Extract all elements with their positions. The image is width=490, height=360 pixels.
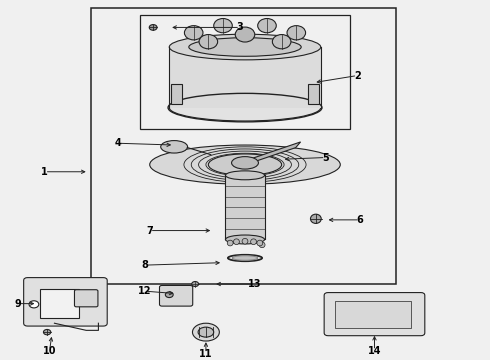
Ellipse shape xyxy=(169,94,321,121)
Ellipse shape xyxy=(208,154,282,175)
Text: 12: 12 xyxy=(138,286,151,296)
Ellipse shape xyxy=(192,282,198,287)
Ellipse shape xyxy=(169,34,321,60)
Bar xyxy=(308,85,319,104)
Ellipse shape xyxy=(232,157,258,169)
Text: 1: 1 xyxy=(41,167,48,177)
Ellipse shape xyxy=(257,240,263,246)
Ellipse shape xyxy=(184,26,203,40)
Ellipse shape xyxy=(225,235,265,244)
Text: 6: 6 xyxy=(356,215,363,225)
Bar xyxy=(40,289,79,318)
Text: 10: 10 xyxy=(43,346,56,356)
Ellipse shape xyxy=(272,35,291,49)
Text: 8: 8 xyxy=(142,260,148,270)
Ellipse shape xyxy=(193,323,220,341)
Circle shape xyxy=(29,301,39,308)
Text: 13: 13 xyxy=(248,279,262,289)
Text: 9: 9 xyxy=(14,299,21,309)
Text: 14: 14 xyxy=(368,346,381,356)
FancyBboxPatch shape xyxy=(324,293,425,336)
Bar xyxy=(335,301,411,328)
Ellipse shape xyxy=(259,242,265,248)
Ellipse shape xyxy=(242,238,248,244)
Ellipse shape xyxy=(198,327,214,337)
Ellipse shape xyxy=(44,329,51,335)
FancyBboxPatch shape xyxy=(24,278,107,326)
Text: 11: 11 xyxy=(199,348,213,359)
Text: 5: 5 xyxy=(322,153,329,162)
Ellipse shape xyxy=(149,24,157,30)
Polygon shape xyxy=(243,142,300,166)
Text: 4: 4 xyxy=(115,138,122,148)
FancyBboxPatch shape xyxy=(74,290,98,307)
Ellipse shape xyxy=(189,38,301,56)
Bar xyxy=(91,8,396,284)
Ellipse shape xyxy=(250,239,256,244)
Ellipse shape xyxy=(287,26,306,40)
Ellipse shape xyxy=(199,35,218,49)
Ellipse shape xyxy=(235,27,255,42)
Ellipse shape xyxy=(311,214,321,224)
Bar xyxy=(140,15,350,129)
Text: 7: 7 xyxy=(147,226,153,235)
Text: 2: 2 xyxy=(354,71,361,81)
Bar xyxy=(171,85,182,104)
Text: 3: 3 xyxy=(237,22,244,32)
Ellipse shape xyxy=(234,239,240,244)
Ellipse shape xyxy=(225,171,265,180)
Ellipse shape xyxy=(227,240,233,246)
Ellipse shape xyxy=(214,18,232,33)
Ellipse shape xyxy=(161,140,188,153)
Ellipse shape xyxy=(258,18,276,33)
Ellipse shape xyxy=(150,145,340,184)
FancyBboxPatch shape xyxy=(159,285,193,306)
Circle shape xyxy=(165,292,173,298)
Ellipse shape xyxy=(232,256,258,260)
